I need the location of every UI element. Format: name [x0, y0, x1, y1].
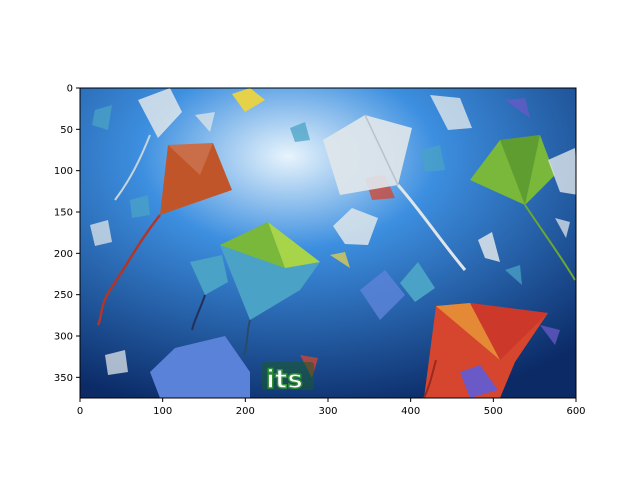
yellow-kite — [232, 88, 265, 112]
y-tick-label: 0 — [67, 84, 73, 95]
small-kite — [105, 350, 128, 375]
orange-kite — [96, 143, 232, 326]
white-kite — [323, 114, 467, 271]
teal-kite-small — [190, 255, 228, 331]
x-tick-label: 400 — [401, 406, 420, 417]
small-kite — [420, 145, 445, 172]
small-kite — [540, 325, 560, 345]
y-tick-label: 150 — [54, 208, 73, 219]
small-kite — [92, 105, 112, 130]
x-tick-label: 300 — [318, 406, 337, 417]
green-kite-right — [470, 135, 576, 281]
small-kite — [90, 220, 112, 246]
white-kite-small-2 — [478, 232, 500, 262]
red-kite — [423, 303, 548, 398]
x-tick-label: 500 — [484, 406, 503, 417]
kites-image: its — [80, 88, 576, 398]
blue-kite-bottom — [150, 336, 250, 398]
small-kite — [290, 122, 310, 142]
white-kite-small — [333, 208, 378, 245]
its-logo: its — [262, 362, 314, 396]
blue-kite-middle — [360, 262, 435, 320]
x-tick-label: 0 — [77, 406, 83, 417]
green-teal-kite — [220, 222, 320, 356]
white-kite-right — [548, 148, 576, 195]
x-axis: 0 100 200 300 400 500 600 — [77, 398, 586, 417]
x-tick-label: 200 — [236, 406, 255, 417]
y-tick-label: 200 — [54, 249, 73, 260]
small-kite — [130, 195, 150, 218]
small-kite — [330, 252, 350, 268]
purple-kite-bottom — [460, 365, 498, 398]
y-tick-label: 250 — [54, 290, 73, 301]
small-kite — [555, 218, 570, 238]
x-tick-label: 600 — [566, 406, 585, 417]
y-tick-label: 100 — [54, 166, 73, 177]
small-kite — [505, 98, 530, 118]
small-kite — [195, 112, 215, 132]
small-kite — [505, 265, 522, 285]
y-tick-label: 50 — [60, 125, 73, 136]
y-tick-label: 350 — [54, 373, 73, 384]
y-axis: 0 50 100 150 200 250 300 350 — [54, 84, 80, 384]
gray-kite-topright — [430, 95, 472, 130]
x-tick-label: 100 — [153, 406, 172, 417]
gray-kite-topleft — [114, 88, 182, 201]
y-tick-label: 300 — [54, 332, 73, 343]
its-text: its — [266, 365, 303, 395]
